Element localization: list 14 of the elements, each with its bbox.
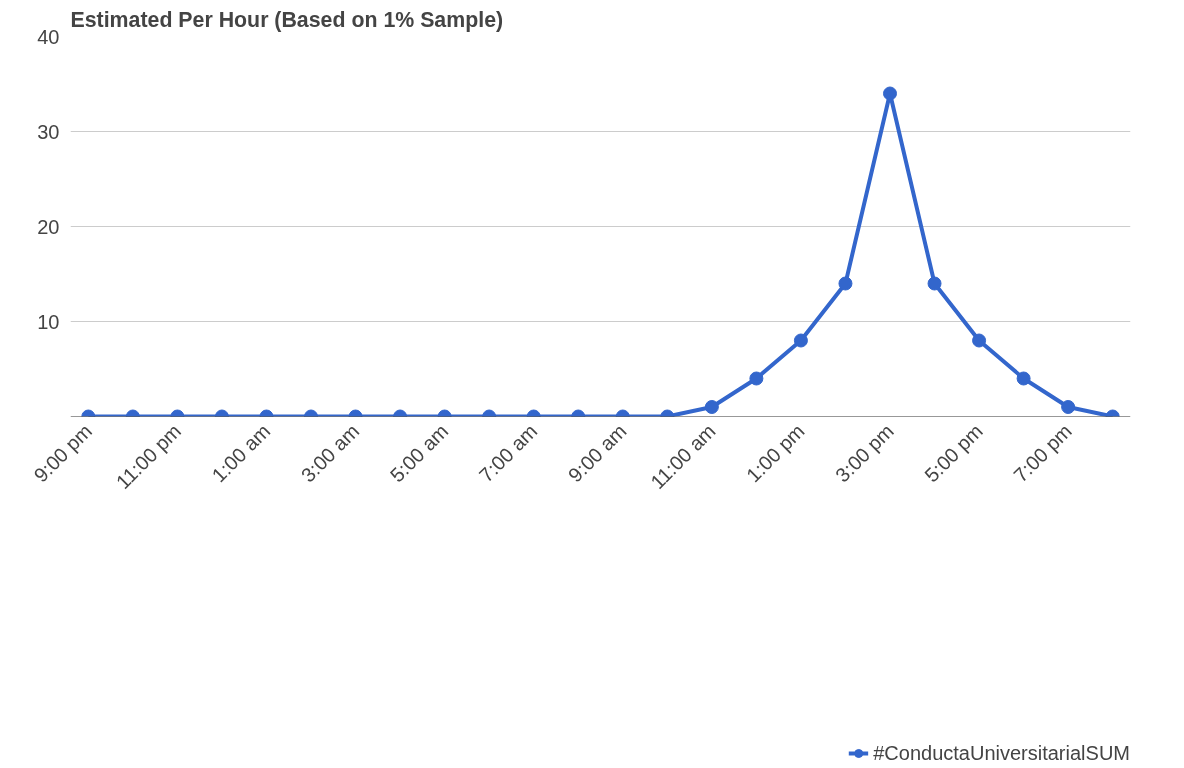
y-tick-label: 40 (37, 25, 60, 48)
chart-title: Estimated Per Hour (Based on 1% Sample) (70, 7, 504, 32)
y-tick-label: 10 (37, 310, 60, 333)
x-tick-label: 5:00 am (385, 419, 453, 487)
y-tick-label: 20 (37, 215, 60, 238)
x-tick-label: 3:00 pm (831, 419, 898, 487)
x-tick-label: 3:00 am (296, 419, 364, 487)
x-tick-label: 9:00 am (563, 419, 631, 487)
y-tick-label: 30 (37, 120, 60, 143)
x-tick-label: 9:00 pm (29, 419, 97, 487)
x-tick-label: 7:00 am (474, 419, 542, 487)
legend-label: #ConductaUniversitarialSUM (873, 741, 1130, 765)
x-tick-label: 7:00 pm (1009, 419, 1076, 487)
x-tick-label: 5:00 pm (920, 419, 987, 487)
